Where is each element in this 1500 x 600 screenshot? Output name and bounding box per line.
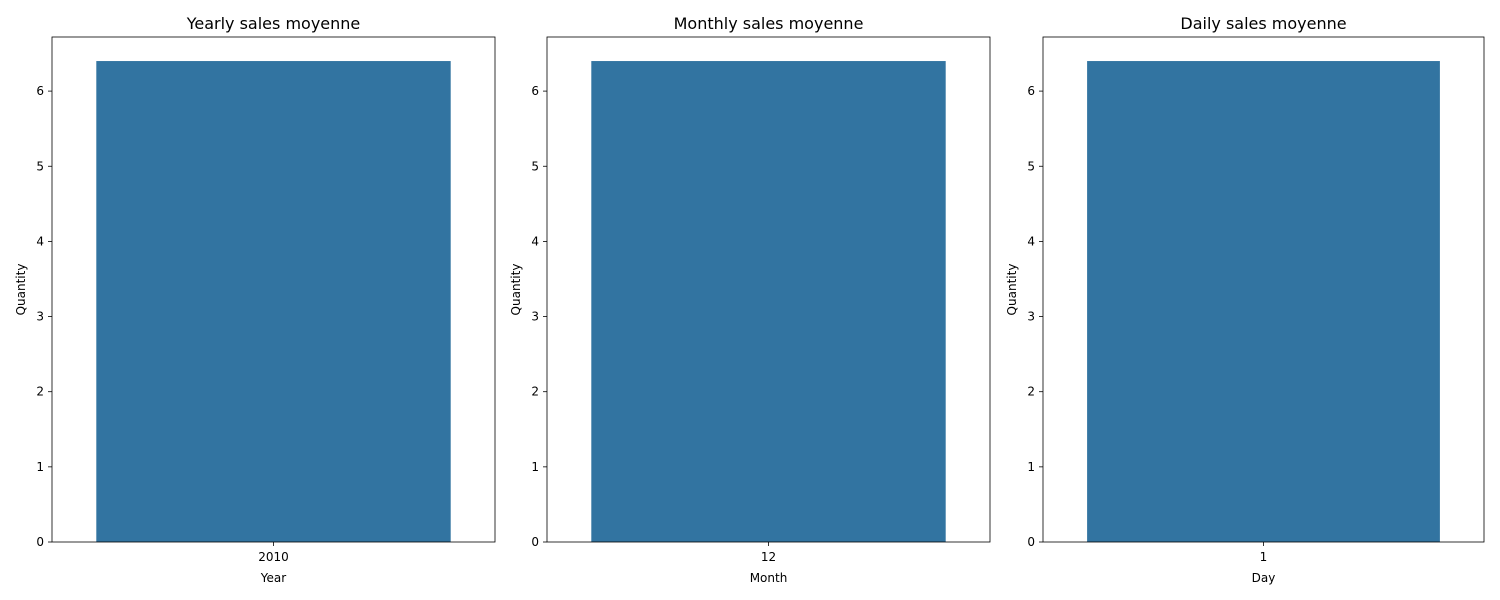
- y-axis-label: Quantity: [1005, 264, 1019, 316]
- y-axis-label: Quantity: [14, 264, 28, 316]
- y-tick-label: 5: [531, 159, 539, 173]
- y-tick-label: 0: [36, 535, 44, 549]
- y-tick-label: 5: [36, 159, 44, 173]
- y-tick-label: 1: [36, 460, 44, 474]
- y-tick-label: 1: [1027, 460, 1035, 474]
- axes-frame: [51, 36, 496, 543]
- y-tick-label: 4: [36, 234, 44, 248]
- axes-frame: [546, 36, 991, 543]
- y-tick-label: 6: [1027, 84, 1035, 98]
- chart-title: Daily sales moyenne: [1180, 14, 1346, 33]
- bar: [591, 61, 946, 543]
- chart-panel-1: 2010 0 1 2 3 4 5 6 Yearly sales moyenne Year Quant…: [14, 14, 496, 585]
- x-tick-label: 1: [1260, 550, 1268, 564]
- x-tick-label: 2010: [258, 550, 289, 564]
- y-tick-label: 6: [36, 84, 44, 98]
- axes-frame: [1042, 36, 1485, 543]
- y-tick-label: 3: [36, 310, 44, 324]
- y-tick-label: 4: [531, 234, 539, 248]
- chart-title: Yearly sales moyenne: [186, 14, 361, 33]
- y-tick-label: 2: [1027, 385, 1035, 399]
- y-tick-label: 4: [1027, 234, 1035, 248]
- y-tick-label: 2: [531, 385, 539, 399]
- bar: [1087, 61, 1440, 543]
- chart-panel-3: 1 0 1 2 3 4 5 6 Daily sales moyenne Day Quantity: [1005, 14, 1485, 585]
- x-axis-label: Day: [1252, 571, 1276, 585]
- y-axis-label: Quantity: [509, 264, 523, 316]
- y-tick-label: 5: [1027, 159, 1035, 173]
- y-tick-label: 0: [1027, 535, 1035, 549]
- x-tick-label: 12: [761, 550, 776, 564]
- x-axis-label: Year: [260, 571, 286, 585]
- y-tick-label: 6: [531, 84, 539, 98]
- y-tick-label: 3: [531, 310, 539, 324]
- chart-title: Monthly sales moyenne: [674, 14, 864, 33]
- bar: [96, 61, 451, 543]
- y-tick-label: 3: [1027, 310, 1035, 324]
- y-tick-label: 1: [531, 460, 539, 474]
- x-axis-label: Month: [750, 571, 788, 585]
- y-tick-label: 2: [36, 385, 44, 399]
- y-tick-label: 0: [531, 535, 539, 549]
